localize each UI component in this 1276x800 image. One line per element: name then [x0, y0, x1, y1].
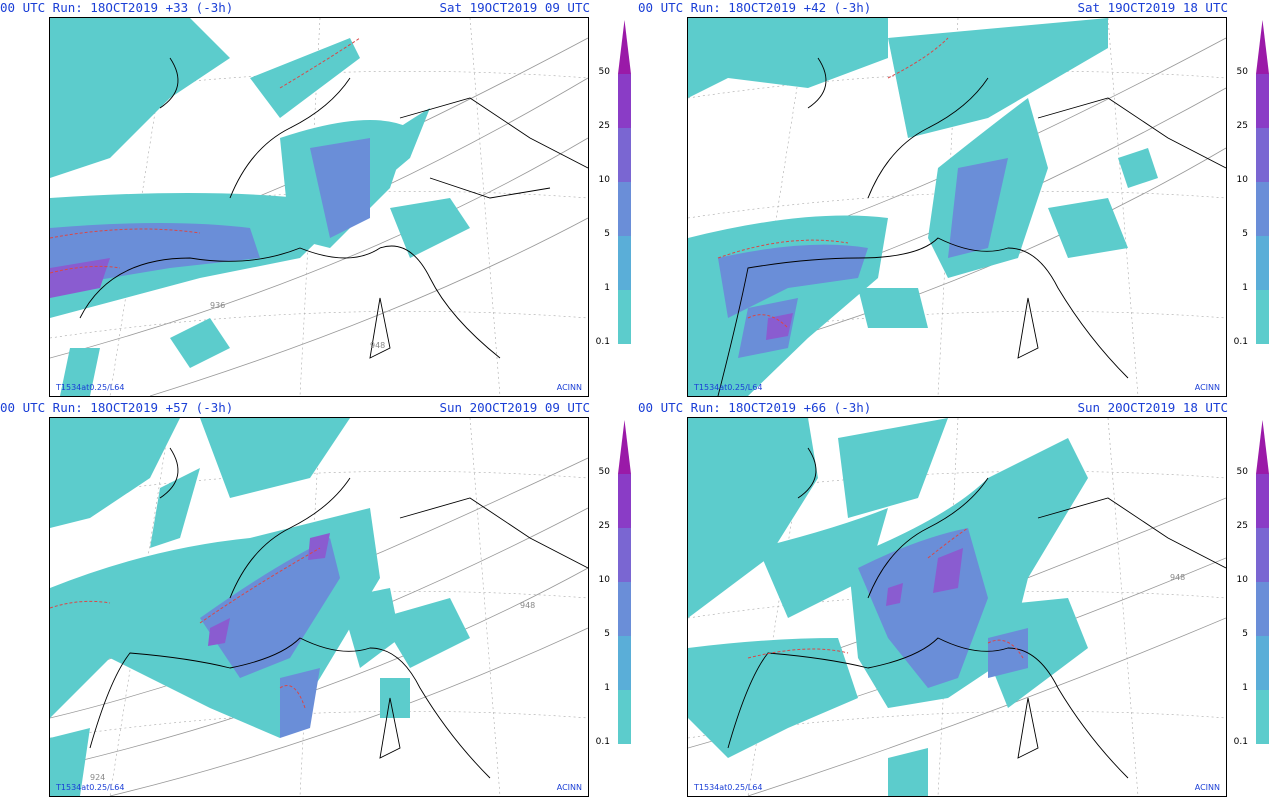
map-graphic: 936 948	[50, 18, 588, 396]
legend-tick: 25	[598, 121, 610, 131]
map-graphic: 948 924	[50, 418, 588, 796]
map-panel-2: 00 UTC Run: 18OCT2019 +42 (-3h) Sat 19OC…	[638, 0, 1276, 400]
legend-tick: 50	[598, 67, 610, 77]
colorbar	[618, 20, 631, 344]
contour-label: 924	[90, 773, 105, 782]
legend-tick: 25	[598, 521, 610, 531]
legend-tick: 10	[1236, 575, 1248, 585]
valid-time-label: Sun 20OCT2019 18 UTC	[1077, 400, 1228, 415]
model-label: T1534at0.25/L64	[56, 383, 125, 392]
legend-tick: 5	[1242, 229, 1248, 239]
legend-tick: 10	[598, 175, 610, 185]
legend-tick: 5	[604, 229, 610, 239]
model-label: T1534at0.25/L64	[56, 783, 125, 792]
legend-tick: 0.1	[595, 737, 610, 747]
run-label: 00 UTC Run: 18OCT2019 +33 (-3h)	[0, 0, 234, 15]
map-panel-1: 00 UTC Run: 18OCT2019 +33 (-3h) Sat 19OC…	[0, 0, 638, 400]
contour-label: 948	[520, 601, 535, 610]
credit-label: ACINN	[1194, 783, 1220, 792]
precip-map: 936 948 T1534at0.25/L64 ACINN	[49, 17, 589, 397]
map-panel-4: 00 UTC Run: 18OCT2019 +66 (-3h) Sun 20OC…	[638, 400, 1276, 800]
legend-tick: 50	[1236, 67, 1248, 77]
credit-label: ACINN	[1194, 383, 1220, 392]
contour-label: 948	[1170, 573, 1185, 582]
run-label: 00 UTC Run: 18OCT2019 +66 (-3h)	[638, 400, 872, 415]
model-label: T1534at0.25/L64	[694, 783, 763, 792]
valid-time-label: Sat 19OCT2019 18 UTC	[1077, 0, 1228, 15]
precip-map: T1534at0.25/L64 ACINN	[687, 17, 1227, 397]
map-graphic	[688, 18, 1226, 396]
map-graphic: 948	[688, 418, 1226, 796]
legend-tick: 10	[1236, 175, 1248, 185]
legend-tick: 25	[1236, 521, 1248, 531]
run-label: 00 UTC Run: 18OCT2019 +57 (-3h)	[0, 400, 234, 415]
colorbar	[1256, 420, 1269, 744]
legend-tick: 5	[604, 629, 610, 639]
legend-tick: 1	[1242, 683, 1248, 693]
credit-label: ACINN	[556, 783, 582, 792]
contour-label: 948	[370, 341, 385, 350]
colorbar	[1256, 20, 1269, 344]
valid-time-label: Sun 20OCT2019 09 UTC	[439, 400, 590, 415]
legend-tick: 1	[604, 683, 610, 693]
map-panel-3: 00 UTC Run: 18OCT2019 +57 (-3h) Sun 20OC…	[0, 400, 638, 800]
contour-label: 936	[210, 301, 225, 310]
legend-tick: 0.1	[595, 337, 610, 347]
precip-map: 948 T1534at0.25/L64 ACINN	[687, 417, 1227, 797]
legend-tick: 1	[1242, 283, 1248, 293]
colorbar	[618, 420, 631, 744]
model-label: T1534at0.25/L64	[694, 383, 763, 392]
run-label: 00 UTC Run: 18OCT2019 +42 (-3h)	[638, 0, 872, 15]
valid-time-label: Sat 19OCT2019 09 UTC	[439, 0, 590, 15]
precip-map: 948 924 T1534at0.25/L64 ACINN	[49, 417, 589, 797]
legend-tick: 25	[1236, 121, 1248, 131]
legend-tick: 0.1	[1233, 737, 1248, 747]
legend-tick: 50	[1236, 467, 1248, 477]
legend-tick: 0.1	[1233, 337, 1248, 347]
legend-tick: 1	[604, 283, 610, 293]
legend-tick: 10	[598, 575, 610, 585]
legend-tick: 5	[1242, 629, 1248, 639]
legend-tick: 50	[598, 467, 610, 477]
credit-label: ACINN	[556, 383, 582, 392]
